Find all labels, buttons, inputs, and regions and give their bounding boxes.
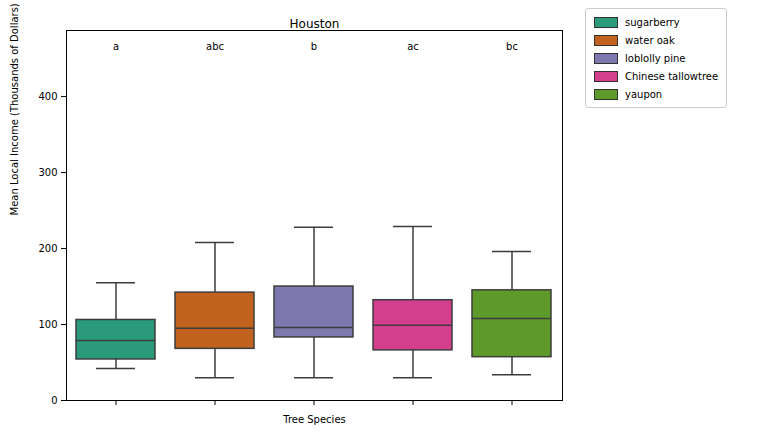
svg-text:Houston: Houston xyxy=(290,17,340,31)
html-text:yaupon: yaupon xyxy=(625,88,663,100)
svg-text:400: 400 xyxy=(38,91,57,102)
svg-text:100: 100 xyxy=(38,319,57,330)
svg-text:Tree Species: Tree Species xyxy=(282,414,346,425)
svg-text:abc: abc xyxy=(206,41,224,52)
html-text:sugarberry: sugarberry xyxy=(625,16,680,28)
html-text:loblolly pine: loblolly pine xyxy=(625,52,686,64)
html-text:water oak: water oak xyxy=(625,34,675,46)
svg-text:b: b xyxy=(311,41,317,52)
svg-text:300: 300 xyxy=(38,167,57,178)
svg-text:ac: ac xyxy=(407,41,419,52)
svg-text:Mean Local Income (Thousands o: Mean Local Income (Thousands of Dollars) xyxy=(9,3,20,215)
html-text:Chinese tallowtree: Chinese tallowtree xyxy=(625,70,719,82)
svg-text:bc: bc xyxy=(506,41,518,52)
svg-text:a: a xyxy=(113,41,119,52)
svg-text:0: 0 xyxy=(51,395,57,406)
svg-text:200: 200 xyxy=(38,243,57,254)
